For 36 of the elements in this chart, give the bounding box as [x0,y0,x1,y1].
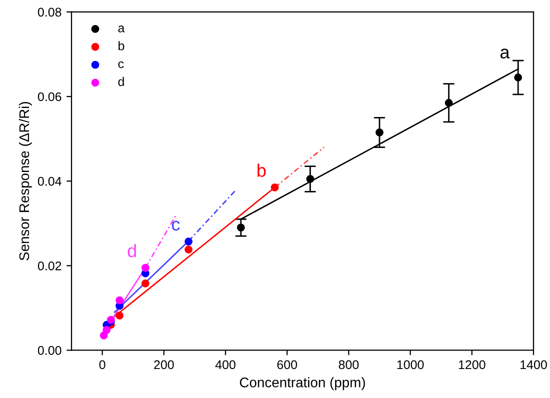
y-tick-label: 0.04 [38,176,62,186]
point [102,326,111,334]
legend-label: b [118,41,124,50]
point [184,246,192,254]
point [376,128,384,136]
x-tick-label: 400 [215,360,236,370]
x-tick-label: 600 [277,360,298,370]
legend-label: c [118,61,124,68]
point [141,279,150,288]
legend-label: d [118,76,124,86]
series-label: a [500,48,510,59]
series-label: b [258,164,266,177]
y-tick-label: 0.02 [38,261,62,270]
point [236,224,245,232]
legend-label: a [118,26,125,32]
point [116,296,124,304]
y-tick-label: 0.06 [38,92,62,102]
y-tick-label: 0.08 [38,8,62,17]
point [270,183,279,192]
series-label: d [128,244,136,258]
point [141,264,150,272]
x-axis-title: Concentration (ppm) [240,377,365,390]
point [116,312,124,320]
x-tick-label: 800 [338,360,359,370]
point [514,74,522,82]
series-label: c [172,220,180,231]
x-tick-label: 1200 [458,360,486,370]
x-tick-label: 1000 [397,360,424,370]
x-tick-label: 0 [99,360,106,370]
y-tick-label: 0.00 [38,346,62,355]
point [184,238,192,246]
x-tick-label: 1400 [520,360,547,370]
y-axis-title: Sensor Response (ΔR/Ri) [18,102,32,260]
x-tick-label: 200 [154,360,174,370]
point [444,98,453,107]
point [306,175,314,183]
